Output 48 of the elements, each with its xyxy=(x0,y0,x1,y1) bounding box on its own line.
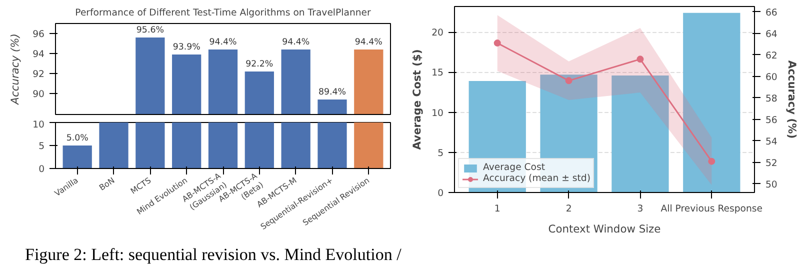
point xyxy=(565,77,572,84)
y-axis-title: Accuracy (%) xyxy=(8,34,22,106)
x-tick-label: BoN xyxy=(98,176,116,192)
y-tick-label: 10 xyxy=(32,120,45,130)
bar xyxy=(683,12,740,192)
x-tick-label: 3 xyxy=(637,204,644,214)
data-label: 94.4% xyxy=(209,38,237,48)
point xyxy=(494,40,501,47)
y-tick-label: 20 xyxy=(432,28,444,39)
y2-tick-label: 58 xyxy=(766,93,778,104)
y-tick-label: 92 xyxy=(32,69,45,80)
x-tick-label: All Previous Response xyxy=(660,204,763,214)
y-tick-label: 0 xyxy=(438,188,444,199)
x-tick-label: 1 xyxy=(494,204,500,214)
y-tick-label: 5 xyxy=(438,148,444,159)
y2-tick-label: 60 xyxy=(766,72,778,83)
bar xyxy=(612,75,669,192)
y2-tick-label: 66 xyxy=(766,7,778,18)
x-tick-label: 2 xyxy=(566,204,572,214)
point xyxy=(636,56,644,63)
y2-tick-label: 54 xyxy=(766,136,778,148)
y2-tick-label: 62 xyxy=(766,50,778,62)
legend-label: Accuracy (mean ± std) xyxy=(483,173,590,184)
y2-axis-title: Accuracy (%) xyxy=(785,60,798,139)
data-label: 92.2% xyxy=(246,60,274,70)
x-axis-title: Context Window Size xyxy=(548,222,661,236)
y2-tick-label: 52 xyxy=(766,158,778,169)
y-tick-label: 96 xyxy=(32,29,45,40)
data-label: 94.4% xyxy=(354,38,382,48)
data-label: 5.0% xyxy=(66,134,88,144)
y-tick-label: 15 xyxy=(432,68,444,79)
data-label: 94.4% xyxy=(282,38,310,48)
y-axis-title: Average Cost ($) xyxy=(410,49,424,150)
y2-tick-label: 50 xyxy=(766,179,778,190)
legend-label: Average Cost xyxy=(483,162,546,173)
y-tick-label: 5 xyxy=(38,141,45,152)
y-tick-label: 94 xyxy=(32,49,45,60)
caption: Figure 2: Left: sequential revision vs. Mind Evolution / xyxy=(25,244,402,266)
y2-tick-label: 56 xyxy=(766,114,778,126)
y2-tick-label: 64 xyxy=(766,28,778,40)
y-tick-label: 90 xyxy=(32,89,45,100)
y-tick-label: 10 xyxy=(432,108,444,119)
chart-title: Performance of Different Test-Time Algorithms on TravelPlanner xyxy=(75,8,372,18)
point xyxy=(708,158,716,165)
data-label: 89.4% xyxy=(318,88,346,98)
data-label: 95.6% xyxy=(136,26,164,36)
y-tick-label: 0 xyxy=(38,164,45,175)
data-label: 93.9% xyxy=(172,42,200,52)
